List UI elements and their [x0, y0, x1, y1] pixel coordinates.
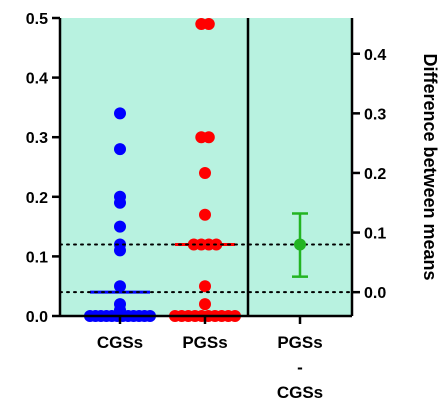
category-labels: CGSs PGSs PGSs - CGSs	[97, 316, 323, 402]
category-label: PGSs	[182, 333, 227, 352]
pgss-point	[202, 131, 215, 144]
reference-lines	[59, 243, 353, 294]
category-label: CGSs	[277, 383, 323, 402]
category-label: CGSs	[97, 333, 143, 352]
right-axis-title: Difference between means	[420, 53, 440, 280]
category-label: PGSs	[277, 333, 322, 352]
swarm-panel-background	[60, 18, 248, 316]
category-label: -	[297, 358, 303, 377]
data-points	[84, 18, 241, 322]
pgss-point	[199, 167, 211, 179]
right-tick-label: 0.3	[364, 106, 386, 123]
right-tick-label: 0.0	[364, 285, 386, 302]
right-tick-label: 0.1	[364, 226, 386, 243]
left-tick-label: 0.1	[26, 249, 48, 266]
left-tick-label: 0.2	[26, 190, 48, 207]
cgss-point	[114, 143, 126, 156]
pgss-point	[199, 298, 211, 311]
right-tick-label: 0.2	[364, 166, 386, 183]
plot-backgrounds	[60, 18, 352, 316]
difference-estimate	[292, 212, 308, 278]
pgss-point	[202, 18, 215, 30]
cgss-point	[114, 280, 126, 293]
right-tick-label: 0.4	[364, 47, 386, 64]
cgss-point	[114, 196, 126, 209]
left-tick-label: 0.5	[26, 11, 48, 28]
left-tick-label: 0.3	[26, 130, 48, 147]
axis-ticks: 0.0 0.1 0.2 0.3 0.4 0.5 0.0 0.1 0.2 0.3 0.4	[26, 11, 387, 326]
difference-mean-point	[294, 238, 306, 251]
cgss-point	[114, 220, 126, 233]
pgss-point	[199, 208, 211, 221]
cgss-point	[114, 244, 126, 257]
cgss-point	[114, 107, 126, 120]
pgss-point	[199, 280, 211, 293]
left-tick-label: 0.4	[26, 71, 48, 88]
left-tick-label: 0.0	[26, 309, 48, 326]
